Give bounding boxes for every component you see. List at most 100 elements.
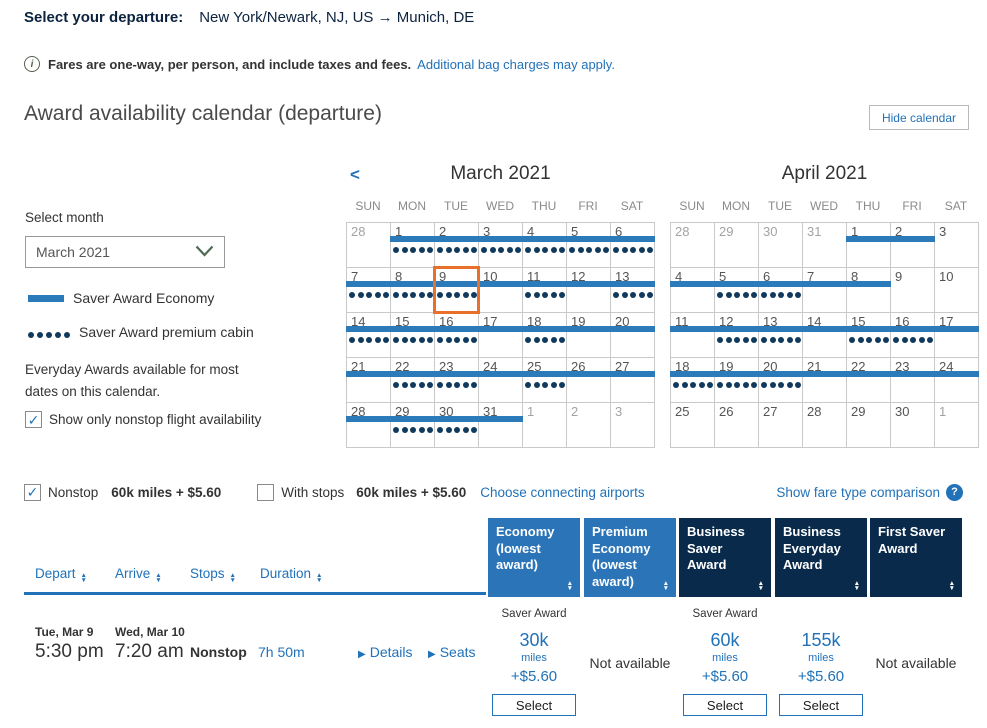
calendar-day[interactable]: 19 (714, 358, 759, 403)
calendar-day[interactable]: 1 (390, 223, 435, 268)
select-button[interactable]: Select (779, 694, 863, 716)
calendar-day[interactable]: 12 (566, 268, 611, 313)
calendar-day[interactable]: 23 (890, 358, 935, 403)
calendar-day[interactable]: 16 (434, 313, 479, 358)
dot (427, 382, 433, 388)
calendar-day[interactable]: 14 (802, 313, 847, 358)
fare-column-header-4[interactable]: Business Everyday Award ▲ ▼ (775, 518, 867, 597)
fare-column-header-2[interactable]: Premium Economy (lowest award) ▲ ▼ (584, 518, 676, 597)
calendar-day[interactable]: 1 (846, 223, 891, 268)
calendar-day[interactable]: 23 (434, 358, 479, 403)
calendar-day[interactable]: 21 (802, 358, 847, 403)
calendar-day[interactable]: 5 (714, 268, 759, 313)
day-number: 21 (351, 359, 366, 374)
calendar-day[interactable]: 13 (610, 268, 655, 313)
show-fare-type-comparison-link[interactable]: Show fare type comparison (776, 484, 940, 500)
calendar-day[interactable]: 17 (934, 313, 979, 358)
calendar-day[interactable]: 3 (478, 223, 523, 268)
sort-column-arrive[interactable]: Arrive ▲ ▼ (115, 566, 162, 584)
calendar-day[interactable]: 21 (346, 358, 391, 403)
calendar-day[interactable]: 8 (390, 268, 435, 313)
calendar-day[interactable]: 4 (670, 268, 715, 313)
calendar-day[interactable]: 3 (935, 223, 979, 268)
calendar-day[interactable]: 19 (566, 313, 611, 358)
calendar-day[interactable]: 31 (478, 403, 523, 448)
calendar-day[interactable]: 28 (346, 403, 391, 448)
calendar-day[interactable]: 22 (390, 358, 435, 403)
calendar-day[interactable]: 15 (390, 313, 435, 358)
calendar-day[interactable]: 22 (846, 358, 891, 403)
sort-column-duration[interactable]: Duration ▲ ▼ (260, 566, 322, 584)
calendar-day[interactable]: 14 (346, 313, 391, 358)
seats-expander[interactable]: ▶ Seats (428, 644, 476, 660)
calendar-day[interactable]: 30 (434, 403, 479, 448)
calendar-day[interactable]: 25 (671, 403, 715, 448)
calendar-day[interactable]: 24 (934, 358, 979, 403)
calendar-day[interactable]: 26 (566, 358, 611, 403)
calendar-day[interactable]: 20 (758, 358, 803, 403)
calendar-day[interactable]: 15 (846, 313, 891, 358)
saver-economy-bar (522, 371, 567, 377)
calendar-day[interactable]: 11 (522, 268, 567, 313)
calendar-day[interactable]: 18 (670, 358, 715, 403)
calendar-day[interactable]: 11 (670, 313, 715, 358)
calendar-day[interactable]: 29 (847, 403, 891, 448)
calendar-day[interactable]: 27 (610, 358, 655, 403)
calendar-day[interactable]: 17 (478, 313, 523, 358)
calendar-day[interactable]: 29 (390, 403, 435, 448)
calendar-day[interactable]: 25 (522, 358, 567, 403)
sort-column-stops[interactable]: Stops ▲ ▼ (190, 566, 236, 584)
dot (533, 382, 540, 388)
calendar-day[interactable]: 2 (890, 223, 935, 268)
calendar-day[interactable]: 7 (802, 268, 847, 313)
select-button[interactable]: Select (492, 694, 576, 716)
sort-column-depart[interactable]: Depart ▲ ▼ (35, 566, 87, 584)
calendar-day[interactable]: 28 (803, 403, 847, 448)
select-button[interactable]: Select (683, 694, 767, 716)
calendar-day[interactable]: 9 (433, 266, 480, 314)
previous-month-icon[interactable]: < (350, 165, 360, 184)
dot (849, 337, 855, 343)
saver-economy-bar (714, 371, 759, 377)
fare-column-header-1[interactable]: Economy (lowest award) ▲ ▼ (488, 518, 580, 597)
day-number: 3 (615, 404, 623, 419)
fare-column-header-5[interactable]: First Saver Award ▲ ▼ (870, 518, 962, 597)
nonstop-availability-filter[interactable]: Show only nonstop flight availability (25, 411, 261, 428)
calendar-day[interactable]: 24 (478, 358, 523, 403)
calendar-day[interactable]: 12 (714, 313, 759, 358)
details-link[interactable]: Details (369, 644, 413, 660)
calendar-day[interactable]: 26 (715, 403, 759, 448)
nonstop-availability-checkbox[interactable] (25, 411, 42, 428)
calendar-grid: 28 29 30 31 1 2 3 4 5 6 7 8 9 10 11 12 13 14 15 16 17 18 19 20 2… (670, 222, 979, 448)
seats-link[interactable]: Seats (439, 644, 476, 660)
nonstop-checkbox[interactable] (24, 483, 41, 501)
calendar-day[interactable]: 6 (610, 223, 655, 268)
hide-calendar-button[interactable]: Hide calendar (869, 105, 969, 130)
details-expander[interactable]: ▶ Details (358, 644, 413, 660)
with-stops-checkbox[interactable] (257, 483, 275, 501)
calendar-day[interactable]: 18 (522, 313, 567, 358)
help-icon[interactable]: ? (946, 483, 963, 501)
choose-connecting-airports-link[interactable]: Choose connecting airports (480, 484, 645, 500)
fare-column-header-3[interactable]: Business Saver Award ▲ ▼ (679, 518, 771, 597)
day-number: 2 (571, 404, 579, 419)
bag-charges-link[interactable]: Additional bag charges may apply. (417, 56, 615, 72)
calendar-day[interactable]: 7 (346, 268, 391, 313)
month-dropdown[interactable]: March 2021 (25, 236, 225, 268)
premium-cabin-dots (761, 292, 801, 298)
calendar-day[interactable]: 10 (935, 268, 979, 313)
calendar-day[interactable]: 27 (759, 403, 803, 448)
calendar-day[interactable]: 5 (566, 223, 611, 268)
calendar-day[interactable]: 20 (610, 313, 655, 358)
calendar-day[interactable]: 2 (434, 223, 479, 268)
calendar-day[interactable]: 13 (758, 313, 803, 358)
calendar-day[interactable]: 16 (890, 313, 935, 358)
calendar-day[interactable]: 10 (478, 268, 523, 313)
calendar-day[interactable]: 6 (758, 268, 803, 313)
calendar-day[interactable]: 4 (522, 223, 567, 268)
calendar-day[interactable]: 8 (846, 268, 891, 313)
calendar-day: 28 (671, 223, 715, 268)
arrive-cell: Wed, Mar 10 7:20 am (115, 625, 185, 663)
calendar-day[interactable]: 30 (891, 403, 935, 448)
calendar-day[interactable]: 9 (891, 268, 935, 313)
